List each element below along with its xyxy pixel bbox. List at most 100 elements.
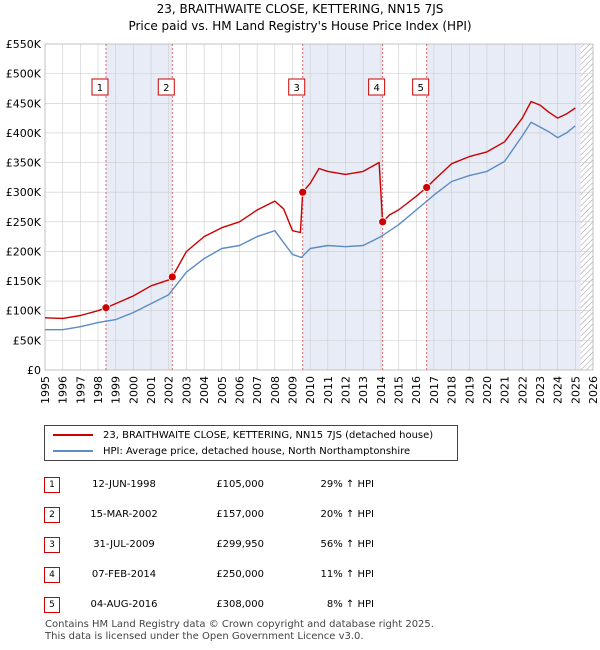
x-tick-label: 1999 — [110, 376, 123, 404]
sale-period-shade — [426, 44, 581, 370]
x-tick-label: 2014 — [375, 376, 388, 404]
x-tick-label: 2010 — [304, 376, 317, 404]
y-tick-label: £550K — [6, 38, 42, 51]
sale-marker-box — [157, 78, 175, 96]
sale-date: 12-JUN-1998 — [92, 479, 156, 490]
sale-marker-label: 2 — [163, 83, 169, 94]
sale-marker-label: 5 — [417, 83, 423, 94]
sale-period-shade — [302, 44, 383, 370]
sale-price: £299,950 — [216, 539, 264, 550]
sale-marker-box — [91, 78, 109, 96]
x-tick-label: 1995 — [39, 376, 52, 404]
sale-marker-label: 4 — [373, 83, 379, 94]
x-tick-label: 2023 — [534, 376, 547, 404]
y-tick-label: £200K — [6, 245, 42, 258]
legend-swatch-hpi — [53, 450, 93, 452]
sale-marker-box — [288, 78, 306, 96]
sale-hpi-change: 56% ↑ HPI — [320, 539, 374, 550]
sale-price: £157,000 — [216, 509, 264, 520]
x-tick-label: 2022 — [516, 376, 529, 404]
x-tick-label: 2006 — [233, 376, 246, 404]
sale-point — [378, 217, 388, 227]
x-tick-label: 2008 — [269, 376, 282, 404]
table-row: 2 15-MAR-2002 £157,000 20% ↑ HPI — [44, 505, 404, 525]
y-tick-label: £400K — [6, 127, 42, 140]
y-tick-label: £0 — [27, 364, 41, 377]
sale-date: 15-MAR-2002 — [90, 509, 158, 520]
price-chart: £0 £50K £100K £150K £200K £250K £300K £350K £400… — [6, 38, 600, 404]
legend-label-hpi: HPI: Average price, detached house, Nort… — [103, 446, 411, 457]
sale-price: £308,000 — [216, 599, 264, 610]
x-tick-label: 2000 — [127, 376, 140, 404]
x-tick-label: 2003 — [180, 376, 193, 404]
footer-licence: This data is licensed under the Open Gov… — [45, 631, 364, 642]
x-tick-label: 2016 — [410, 376, 423, 404]
y-tick-label: £250K — [6, 216, 42, 229]
sale-price: £250,000 — [216, 569, 264, 580]
x-tick-label: 2015 — [393, 376, 406, 404]
x-tick-label: 2013 — [357, 376, 370, 404]
y-tick-label: £100K — [6, 305, 42, 318]
sale-date: 31-JUL-2009 — [93, 539, 155, 550]
sale-marker-box — [412, 78, 430, 96]
y-tick-label: £150K — [6, 275, 42, 288]
forecast-hatch — [580, 44, 593, 370]
legend-swatch-property — [53, 434, 93, 436]
sale-number-badge: 5 — [44, 597, 60, 613]
sale-hpi-change: 8% ↑ HPI — [326, 599, 374, 610]
sale-number-badge: 4 — [44, 567, 60, 583]
sale-point — [167, 272, 177, 282]
x-tick-label: 2007 — [251, 376, 264, 404]
table-row: 5 04-AUG-2016 £308,000 8% ↑ HPI — [44, 595, 404, 615]
table-row: 3 31-JUL-2009 £299,950 56% ↑ HPI — [44, 535, 404, 555]
sale-hpi-change: 29% ↑ HPI — [320, 479, 374, 490]
x-tick-label: 2026 — [587, 376, 600, 404]
x-tick-label: 2020 — [481, 376, 494, 404]
y-tick-label: £50K — [13, 334, 42, 347]
sale-number-badge: 2 — [44, 507, 60, 523]
sale-period-shade — [105, 44, 173, 370]
sale-price: £105,000 — [216, 479, 264, 490]
legend-item-property: 23, BRAITHWAITE CLOSE, KETTERING, NN15 7… — [53, 428, 433, 444]
x-tick-label: 2002 — [163, 376, 176, 404]
x-tick-label: 2018 — [446, 376, 459, 404]
sale-point — [101, 303, 111, 313]
x-tick-label: 2025 — [569, 376, 582, 404]
plot-frame — [44, 43, 594, 371]
y-tick-label: £500K — [6, 68, 42, 81]
sale-date: 04-AUG-2016 — [90, 599, 158, 610]
x-tick-label: 1998 — [92, 376, 105, 404]
x-tick-label: 2011 — [322, 376, 335, 404]
y-tick-label: £350K — [6, 157, 42, 170]
sale-number-badge: 3 — [44, 537, 60, 553]
x-tick-label: 2009 — [286, 376, 299, 404]
sale-hpi-change: 11% ↑ HPI — [320, 569, 374, 580]
y-tick-label: £300K — [6, 186, 42, 199]
legend-item-hpi: HPI: Average price, detached house, Nort… — [53, 444, 410, 460]
sale-point — [298, 187, 308, 197]
x-tick-label: 2021 — [499, 376, 512, 404]
table-row: 4 07-FEB-2014 £250,000 11% ↑ HPI — [44, 565, 404, 585]
sale-point — [422, 183, 432, 192]
sale-marker-label: 1 — [97, 83, 103, 94]
x-tick-label: 2004 — [198, 376, 211, 404]
chart-title-line1: 23, BRAITHWAITE CLOSE, KETTERING, NN15 7… — [156, 2, 444, 16]
sale-marker-label: 3 — [294, 83, 300, 94]
property-price-line — [44, 100, 576, 320]
y-tick-label: £450K — [6, 97, 42, 110]
footer-copyright: Contains HM Land Registry data © Crown c… — [45, 619, 434, 630]
legend-label-property: 23, BRAITHWAITE CLOSE, KETTERING, NN15 7… — [103, 430, 434, 441]
x-tick-label: 1997 — [74, 376, 87, 404]
chart-title-line2: Price paid vs. HM Land Registry's House … — [128, 19, 472, 33]
x-tick-label: 1996 — [57, 376, 70, 404]
x-tick-label: 2012 — [340, 376, 353, 404]
hpi-line — [45, 121, 576, 331]
sale-marker-box — [368, 78, 386, 96]
table-row: 1 12-JUN-1998 £105,000 29% ↑ HPI — [44, 475, 404, 495]
sale-hpi-change: 20% ↑ HPI — [320, 509, 374, 520]
x-tick-label: 2017 — [428, 376, 441, 404]
x-tick-label: 2019 — [463, 376, 476, 404]
chart-legend: 23, BRAITHWAITE CLOSE, KETTERING, NN15 7… — [44, 425, 458, 461]
x-tick-label: 2001 — [145, 376, 158, 404]
sale-date: 07-FEB-2014 — [91, 569, 157, 580]
